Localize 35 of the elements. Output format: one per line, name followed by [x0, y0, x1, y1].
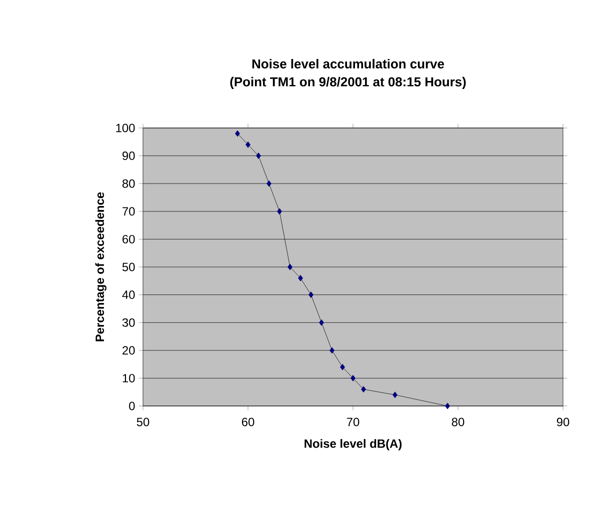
point [350, 374, 356, 382]
point [308, 292, 314, 298]
x-tick-label: 90 [556, 418, 570, 426]
point [298, 274, 303, 282]
point [235, 130, 240, 137]
y-tick-label: 0 [129, 402, 135, 410]
point [361, 386, 366, 393]
y-tick-label: 70 [122, 207, 135, 216]
y-tick-label: 40 [122, 290, 135, 300]
y-axis-title: Percentage of exceedence [95, 192, 106, 342]
x-tick-label: 80 [452, 418, 464, 426]
y-tick-label: 50 [122, 262, 135, 272]
point [277, 208, 282, 215]
y-tick-label: 90 [122, 152, 135, 160]
point [256, 152, 261, 159]
chart-title: Noise level accumulation curve [252, 58, 444, 68]
point [445, 402, 450, 410]
y-tick-label: 100 [116, 124, 135, 132]
y-tick-label: 80 [122, 179, 135, 188]
point [246, 141, 250, 148]
y-tick-label: 10 [122, 374, 135, 382]
point [288, 264, 292, 270]
point [330, 347, 334, 354]
y-tick-label: 30 [122, 318, 135, 327]
x-tick-label: 50 [136, 418, 150, 426]
x-tick-label: 60 [242, 418, 254, 426]
y-tick-label: 60 [122, 234, 135, 244]
y-tick-label: 20 [122, 346, 135, 355]
x-axis-title: Noise level dB(A) [304, 439, 402, 450]
x-tick-label: 70 [346, 418, 360, 426]
point [319, 319, 324, 326]
point [392, 392, 398, 398]
point [340, 364, 345, 370]
point [266, 180, 272, 187]
chart-subtitle: (Point TM1 on 9/8/2001 at 08:15 Hours) [230, 76, 466, 89]
